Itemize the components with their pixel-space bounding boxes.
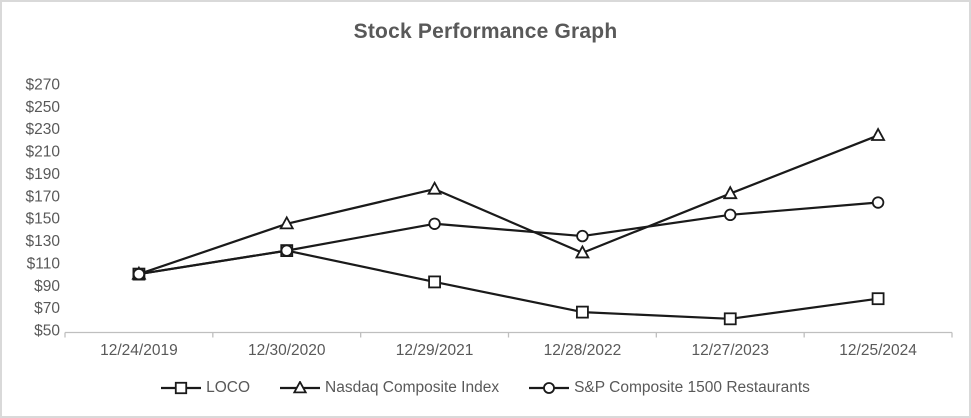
triangle-marker-icon — [574, 244, 590, 259]
y-axis-tick-label: $250 — [26, 99, 61, 116]
y-axis-tick-label: $190 — [26, 166, 61, 183]
legend-item-sp1500-restaurants: S&P Composite 1500 Restaurants — [527, 379, 810, 397]
square-marker-icon — [576, 305, 589, 319]
triangle-marker-icon — [870, 127, 886, 141]
triangle-marker-icon — [722, 185, 738, 200]
y-axis-tick-label: $90 — [34, 278, 60, 295]
circle-marker-icon — [576, 229, 589, 243]
square-marker-icon — [871, 292, 885, 306]
circle-marker-icon — [428, 217, 441, 230]
series-line — [137, 249, 880, 320]
square-marker-icon — [160, 381, 203, 395]
y-axis-tick-label: $110 — [27, 255, 61, 272]
y-axis-tick-label: $150 — [26, 211, 61, 228]
y-axis-tick-label: $270 — [26, 77, 61, 94]
y-axis-tick-label: $50 — [34, 323, 60, 340]
circle-marker-icon — [527, 381, 571, 395]
circle-marker-icon — [724, 208, 737, 222]
x-axis-tick-label: 12/30/2020 — [248, 342, 326, 359]
legend-label: LOCO — [206, 379, 251, 396]
x-axis-tick-label: 12/29/2021 — [396, 342, 474, 359]
y-axis-tick-label: $130 — [26, 233, 61, 250]
x-axis-tick-label: 12/24/2019 — [100, 342, 178, 359]
legend-item-loco: LOCO — [160, 379, 251, 397]
triangle-marker-icon — [279, 215, 295, 230]
legend-item-nasdaq: Nasdaq Composite Index — [278, 379, 500, 397]
triangle-marker-icon — [278, 380, 322, 395]
x-axis-tick-label: 12/28/2022 — [544, 342, 622, 359]
triangle-marker-icon — [427, 180, 443, 195]
y-axis-tick-label: $230 — [26, 121, 61, 138]
circle-marker-icon — [280, 244, 293, 257]
x-axis-tick-label: 12/25/2024 — [839, 342, 917, 359]
y-axis-tick-label: $210 — [26, 144, 61, 161]
series-line — [137, 134, 880, 276]
y-axis-tick-label: $70 — [34, 300, 60, 317]
y-axis-tick-label: $170 — [26, 188, 61, 205]
legend-label: S&P Composite 1500 Restaurants — [574, 379, 810, 396]
circle-marker-icon — [132, 267, 146, 281]
chart-legend: LOCO Nasdaq Composite Index S&P Composit… — [2, 379, 969, 397]
square-marker-icon — [723, 312, 737, 326]
series-line — [137, 201, 880, 276]
square-marker-icon — [428, 275, 441, 289]
legend-label: Nasdaq Composite Index — [325, 379, 500, 396]
circle-marker-icon — [871, 196, 885, 209]
chart-title: Stock Performance Graph — [353, 20, 618, 43]
x-axis-tick-label: 12/27/2023 — [691, 342, 769, 359]
